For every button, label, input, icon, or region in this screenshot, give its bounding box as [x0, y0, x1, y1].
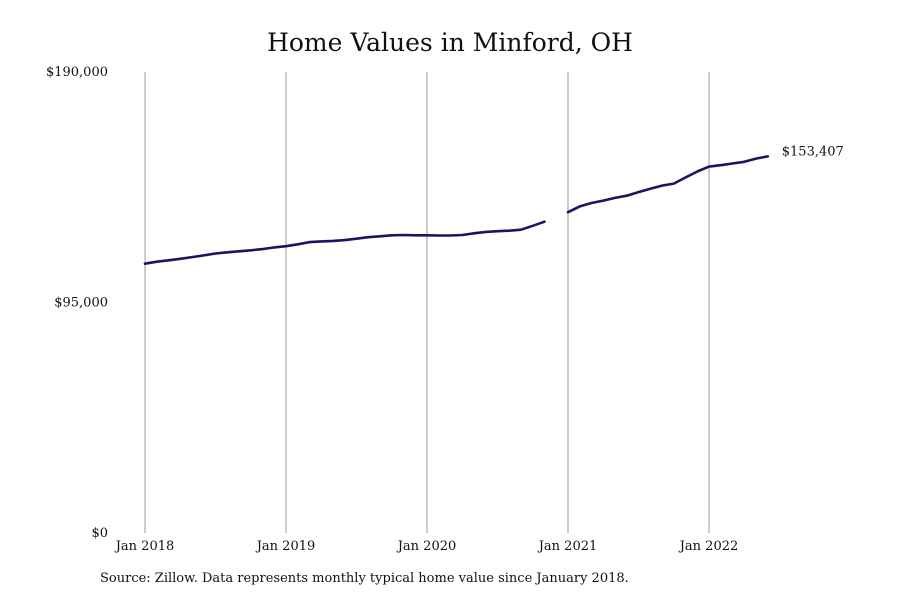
y-tick-label: $190,000 [46, 65, 108, 80]
y-tick-label: $0 [91, 526, 108, 541]
end-value-label: $153,407 [782, 144, 844, 159]
chart-title: Home Values in Minford, OH [267, 28, 633, 57]
series-line-segment [566, 155, 770, 214]
x-tick-label: Jan 2019 [255, 539, 316, 554]
x-tick-label: Jan 2018 [114, 539, 175, 554]
x-tick-label: Jan 2022 [678, 539, 739, 554]
x-tick-label: Jan 2021 [537, 539, 598, 554]
y-tick-label: $95,000 [54, 296, 108, 311]
source-note: Source: Zillow. Data represents monthly … [100, 571, 629, 586]
x-tick-label: Jan 2020 [396, 539, 457, 554]
series-line-segment [143, 220, 546, 266]
